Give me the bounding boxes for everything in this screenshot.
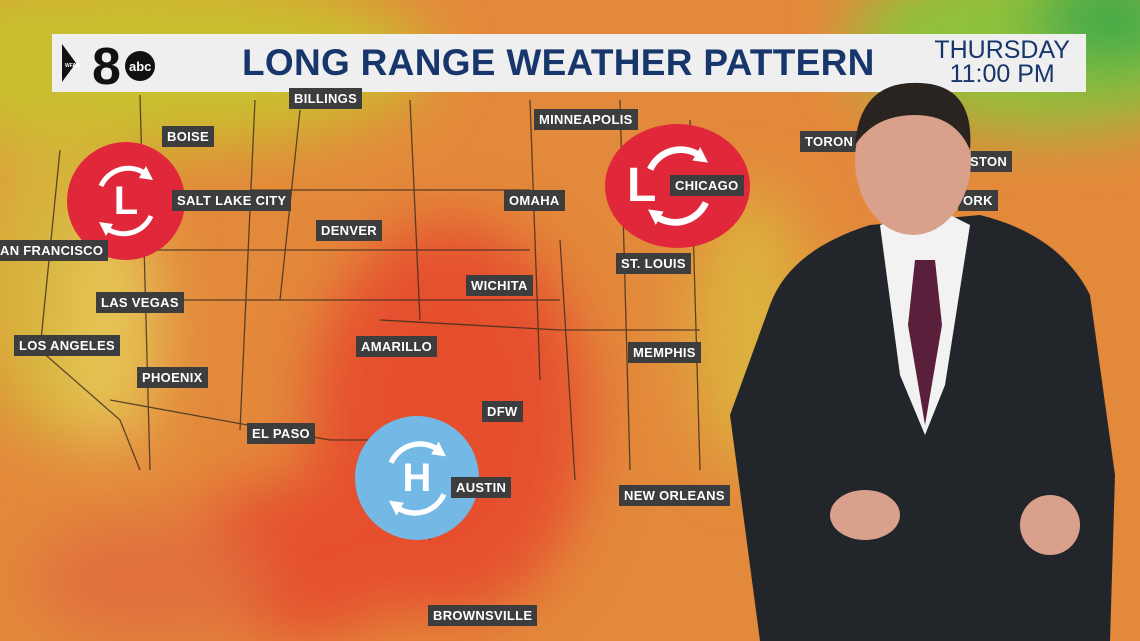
low-letter: L <box>113 178 139 223</box>
wfaa-8-abc-logo: WFAA 8 abc <box>62 40 155 86</box>
city-label: OMAHA <box>504 190 565 211</box>
city-label: SALT LAKE CITY <box>172 190 292 211</box>
city-label: MINNEAPOLIS <box>534 109 638 130</box>
city-label: LAS VEGAS <box>96 292 184 313</box>
high-letter: H <box>402 455 432 500</box>
city-label: BILLINGS <box>289 88 363 109</box>
city-label: WICHITA <box>466 275 533 296</box>
svg-text:abc: abc <box>129 59 151 74</box>
low-letter: L <box>627 159 657 212</box>
city-label: STON <box>965 151 1013 172</box>
low-pressure-west: L <box>67 142 185 260</box>
city-label: AN FRANCISCO <box>0 240 109 261</box>
city-label: BROWNSVILLE <box>428 605 538 626</box>
meteorologist-presenter <box>730 82 1115 641</box>
city-label: DFW <box>482 401 523 422</box>
svg-text:WFAA: WFAA <box>65 63 80 69</box>
title-banner: WFAA 8 abc LONG RANGE WEATHER PATTERN TH… <box>52 34 1086 92</box>
forecast-time: THURSDAY 11:00 PM <box>934 36 1070 88</box>
city-label: BOISE <box>162 126 214 147</box>
city-label: LOS ANGELES <box>14 335 120 356</box>
rotation-arrows-icon <box>98 165 154 237</box>
city-label: AMARILLO <box>356 336 437 357</box>
rotation-arrows-icon <box>646 146 709 226</box>
banner-title: LONG RANGE WEATHER PATTERN <box>242 42 875 83</box>
svg-text:8: 8 <box>92 40 121 86</box>
city-label: EL PASO <box>247 423 315 444</box>
city-label: PHOENIX <box>137 367 208 388</box>
city-label: CHICAGO <box>670 175 744 196</box>
city-label: MEMPHIS <box>628 342 701 363</box>
city-label: NEW ORLEANS <box>619 485 730 506</box>
city-label: ST. LOUIS <box>616 253 691 274</box>
forecast-day: THURSDAY <box>934 36 1070 64</box>
city-label: ORK <box>958 190 998 211</box>
city-label: DENVER <box>316 220 382 241</box>
city-label: AUSTIN <box>451 477 512 498</box>
forecast-hour: 11:00 PM <box>949 60 1055 88</box>
high-pressure-texas: H <box>355 416 479 540</box>
rotation-arrows-icon <box>388 440 446 516</box>
city-label: TORON <box>800 131 859 152</box>
